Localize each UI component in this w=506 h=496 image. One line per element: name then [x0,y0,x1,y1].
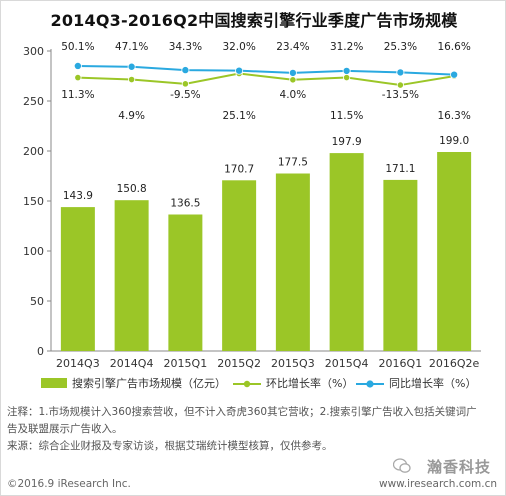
qoq-value-label: 4.9% [118,110,145,122]
yoy-value-label: 34.3% [169,41,202,53]
growth-lines [73,61,459,89]
yoy-value-label: 23.4% [276,41,309,53]
bar-value-label: 177.5 [278,157,308,169]
data-labels: 143.9 150.8 136.5 170.7 177.5 197.9 171.1 199.0… [61,41,471,210]
bar [114,200,149,351]
bars [60,152,472,351]
x-tick-label: 2015Q1 [164,357,208,370]
yoy-point [235,66,244,75]
yoy-value-label: 32.0% [222,41,255,53]
bar [329,153,364,351]
y-tick-label: 200 [23,145,44,158]
qoq-point [396,81,404,89]
y-tick-label: 0 [37,345,44,358]
yoy-point [127,62,136,71]
yoy-growth-line [77,64,455,76]
y-tick-label: 250 [23,95,44,108]
qoq-value-label: 16.3% [437,110,470,122]
qoq-value-label: 25.1% [222,110,255,122]
legend-marker-yoy [366,380,374,388]
bar-value-label: 136.5 [170,198,200,210]
yoy-point [181,66,190,75]
qoq-value-label: 4.0% [280,89,307,101]
yoy-point [396,68,405,77]
bar-line-chart: 0 50 100 150 200 250 300 2014Q3 2014Q4 2015Q1 2015… [23,41,481,390]
x-tick-label: 2016Q1 [379,357,423,370]
bar-value-label: 171.1 [385,163,415,175]
yoy-point [342,66,351,75]
y-tick-label: 50 [30,295,44,308]
y-tick-label: 100 [23,245,44,258]
bar [168,214,203,351]
yoy-value-label: 50.1% [61,41,94,53]
qoq-point [181,80,189,88]
x-tick-label: 2015Q4 [325,357,369,370]
bar-value-label: 199.0 [439,135,469,147]
yoy-value-label: 47.1% [115,41,148,53]
notes: 注释：1.市场规模计入360搜索营收，但不计入奇虎360其它营收；2.搜索引擎广… [7,404,501,455]
qoq-value-label: 11.5% [330,110,363,122]
yoy-point [288,68,297,77]
yoy-value-label: 25.3% [384,41,417,53]
bar [383,179,418,351]
yoy-point [450,70,459,79]
chart-title: 2014Q3-2016Q2中国搜索引擎行业季度广告市场规模 [50,11,458,30]
bar [222,180,257,351]
x-tick-label: 2014Q3 [56,357,100,370]
axes: 0 50 100 150 200 250 300 2014Q3 2014Q4 2015Q1 2015… [23,45,481,370]
website: www.iresearch.com.cn [378,478,497,490]
legend-marker-qoq [243,380,251,388]
qoq-point [128,75,136,84]
qoq-value-label: -13.5% [382,89,419,101]
bar-value-label: 170.7 [224,163,254,175]
qoq-value-label: -9.5% [170,89,200,101]
x-tick-label: 2016Q2e [429,357,480,370]
bar [275,173,310,351]
bar-value-label: 143.9 [63,190,93,202]
copyright: ©2016.9 iResearch Inc. [7,478,131,490]
x-tick-label: 2015Q3 [271,357,315,370]
bar-value-label: 150.8 [117,183,147,195]
note-line-1: 注释：1.市场规模计入360搜索营收，但不计入奇虎360其它营收；2.搜索引擎广… [7,406,477,418]
qoq-point [343,73,351,82]
note-line-2: 告及联盟展示广告收入。 [7,423,123,435]
x-tick-label: 2015Q2 [217,357,261,370]
bar [437,152,472,351]
legend-label-qoq: 环比增长率（%） [266,376,353,390]
yoy-point [73,61,82,70]
x-tick-label: 2014Q4 [110,357,154,370]
legend: 搜索引擎广告市场规模（亿元） 环比增长率（%） 同比增长率（%） [41,376,476,390]
qoq-value-label: 11.3% [61,89,94,101]
watermark: 瀚香科技 [426,458,491,476]
qoq-growth-line [77,72,455,87]
source-line: 来源：综合企业财报及专家访谈，根据艾瑞统计模型核算，仅供参考。 [7,440,333,452]
bar [60,207,95,351]
legend-label-yoy: 同比增长率（%） [389,376,476,390]
legend-swatch-bar [41,378,67,388]
bar-value-label: 197.9 [332,136,362,148]
qoq-point [289,76,297,84]
legend-label-bar: 搜索引擎广告市场规模（亿元） [72,376,226,390]
yoy-value-label: 16.6% [437,41,470,53]
wechat-icon [393,458,411,473]
qoq-point [74,74,82,82]
yoy-value-label: 31.2% [330,41,363,53]
y-tick-label: 300 [23,45,44,58]
y-tick-label: 150 [23,195,44,208]
